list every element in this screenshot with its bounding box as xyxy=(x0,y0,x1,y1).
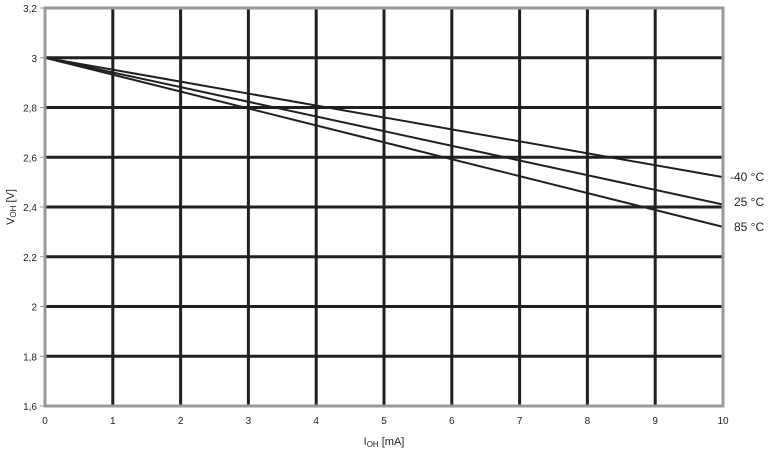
series-line xyxy=(44,56,724,179)
series-lines xyxy=(44,56,724,228)
y-tick-label: 1,6 xyxy=(23,402,37,413)
series-label: 85 °C xyxy=(734,220,764,234)
y-tick-labels: 1,6 1,8 2 2,2 2,4 2,6 2,8 3 3,2 xyxy=(23,4,37,413)
x-axis-label: IOH [mA] xyxy=(364,436,405,449)
x-tick-labels: 0 1 2 3 4 5 6 7 8 9 10 xyxy=(42,416,729,427)
y-tick-label: 2 xyxy=(31,303,37,314)
x-tick-label: 3 xyxy=(246,416,252,427)
x-tick-label: 8 xyxy=(585,416,591,427)
x-tick-label: 1 xyxy=(110,416,116,427)
x-tick-label: 4 xyxy=(313,416,319,427)
y-tick-label: 2,6 xyxy=(23,153,37,164)
y-tick-label: 2,4 xyxy=(23,203,37,214)
x-tick-label: 2 xyxy=(178,416,184,427)
x-tick-label: 10 xyxy=(717,416,729,427)
x-tick-label: 0 xyxy=(42,416,48,427)
series-label: 25 °C xyxy=(734,195,764,209)
y-axis-label: VOH [V] xyxy=(5,189,18,225)
y-tick-label: 1,8 xyxy=(23,352,37,363)
x-tick-label: 6 xyxy=(449,416,455,427)
series-line xyxy=(44,56,724,206)
y-tick-label: 3 xyxy=(31,54,37,65)
x-tick-label: 7 xyxy=(517,416,523,427)
series-labels: -40 °C 25 °C 85 °C xyxy=(730,170,764,234)
y-tick-label: 2,2 xyxy=(23,253,37,264)
x-tick-label: 9 xyxy=(652,416,658,427)
series-line xyxy=(44,56,724,228)
x-tick-label: 5 xyxy=(381,416,387,427)
grid xyxy=(40,7,723,407)
series-label: -40 °C xyxy=(730,170,764,184)
y-tick-label: 2,8 xyxy=(23,104,37,115)
y-tick-label: 3,2 xyxy=(23,4,37,15)
plot-frame xyxy=(43,6,725,408)
